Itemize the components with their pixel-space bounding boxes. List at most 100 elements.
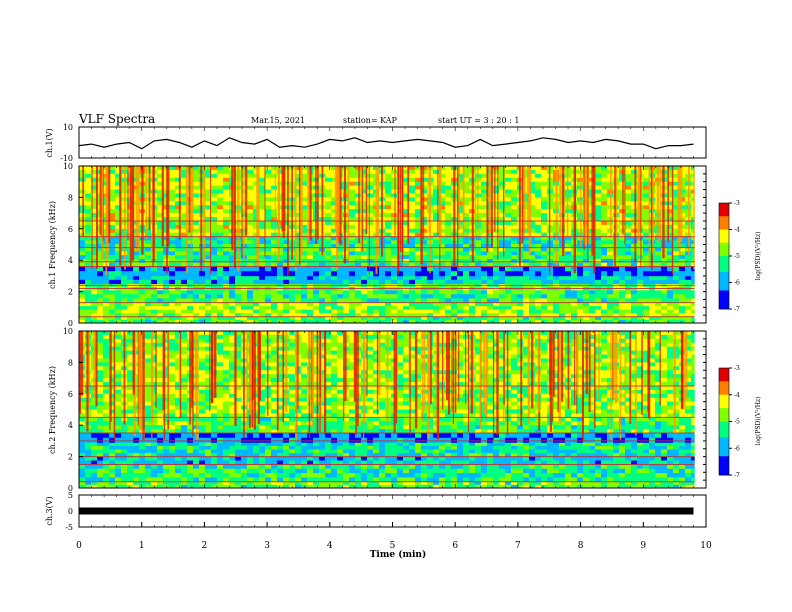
spec1-img-cell xyxy=(439,275,445,281)
spec1-img-cell xyxy=(577,166,583,171)
spec1-img-cell xyxy=(307,294,313,299)
spec1-img-cell xyxy=(319,255,325,260)
spec1-img-cell xyxy=(541,217,547,222)
spec2-img-cell xyxy=(487,481,493,486)
spec1-img-cell xyxy=(643,319,649,324)
spec1-img-cell xyxy=(109,247,115,252)
spec1-img-cell xyxy=(187,309,193,314)
spec2-img-cell xyxy=(223,468,229,474)
spec1-img-cell xyxy=(523,166,529,171)
spec1-img-cell xyxy=(565,266,571,272)
spec1-img-cell xyxy=(265,316,271,321)
spec2-img-cell xyxy=(643,464,649,470)
spec1-img-cell xyxy=(541,294,547,299)
spec1-img-cell xyxy=(619,271,625,277)
spec1-img-cell xyxy=(205,247,211,252)
spec1-img-cell xyxy=(283,201,289,206)
spec1-img-cell xyxy=(283,177,289,182)
spec1-img-cell xyxy=(181,316,187,321)
spec1-img-cell xyxy=(631,294,637,299)
spec1-img-cell xyxy=(667,306,673,310)
spec1-img-cell xyxy=(505,201,511,206)
spec1-img-cell xyxy=(601,228,607,234)
spec1-img-cell xyxy=(397,313,403,318)
spec1-img-cell xyxy=(331,243,337,248)
spec1-img-cell xyxy=(367,213,373,218)
spec1-img-cell xyxy=(283,298,289,303)
spec1-img-cell xyxy=(355,193,361,198)
spec1-img-cell xyxy=(139,313,145,318)
spec1-img-cell xyxy=(355,262,361,267)
spec1-img-cell xyxy=(367,262,373,267)
cb1-grad-step xyxy=(719,256,729,260)
spec1-img-cell xyxy=(511,197,517,202)
spec1-img-cell xyxy=(181,169,187,175)
spec1-img-cell xyxy=(343,306,349,310)
spec1-img-cell xyxy=(91,236,97,241)
spec1-img-cell xyxy=(577,279,583,285)
spec1-img-cell xyxy=(301,294,307,299)
spec1-img-cell xyxy=(385,177,391,182)
cb1-grad-step xyxy=(719,279,729,283)
spec1-img-cell xyxy=(265,213,271,218)
spec1-img-cell xyxy=(667,181,673,186)
spec1-img-cell xyxy=(493,306,499,310)
spec1-img-burst xyxy=(281,166,284,232)
spec2-img-cell xyxy=(655,481,661,486)
spec1-img-cell xyxy=(391,181,397,186)
spec1-img-cell xyxy=(595,240,601,245)
spec1-img-cell xyxy=(481,220,487,226)
spec1-img-cell xyxy=(523,266,529,272)
spec2-img-cell xyxy=(403,473,409,478)
spec1-img-burst xyxy=(277,166,280,263)
spec1-img-cell xyxy=(583,316,589,321)
spec1-img-cell xyxy=(601,294,607,299)
spec1-img-cell xyxy=(205,262,211,267)
spec1-img-cell xyxy=(409,251,415,256)
spec1-img-cell xyxy=(283,220,289,226)
spec1-img-cell xyxy=(649,319,655,324)
spec1-img-cell xyxy=(253,275,259,281)
spec1-img-cell xyxy=(163,205,169,210)
spec1-img-cell xyxy=(595,201,601,206)
spec1-img-cell xyxy=(619,201,625,206)
spec1-img-cell xyxy=(529,232,535,237)
spec1-img-cell xyxy=(415,205,421,210)
spec1-img-cell xyxy=(91,201,97,206)
spec2-img-cell xyxy=(673,484,679,489)
spec1-img-cell xyxy=(643,213,649,218)
spec1-img-cell xyxy=(277,173,283,179)
spec1-img-cell xyxy=(205,275,211,281)
spec1-img-cell xyxy=(433,247,439,252)
spec1-img-cell xyxy=(499,209,505,214)
spec1-img-cell xyxy=(511,205,517,210)
spec2-img-cell xyxy=(505,473,511,478)
spec1-img-cell xyxy=(553,306,559,310)
spec1-img-cell xyxy=(325,217,331,222)
spec1-img-cell xyxy=(367,193,373,198)
spec1-img-cell xyxy=(313,316,319,321)
spec1-img-cell xyxy=(103,294,109,299)
spec1-img-cell xyxy=(361,275,367,281)
spec1-img-cell xyxy=(451,302,457,307)
spec1-img-cell xyxy=(193,217,199,222)
spec1-img-cell xyxy=(415,298,421,303)
spec1-img-cell xyxy=(175,201,181,206)
spec1-img-cell xyxy=(643,279,649,285)
spec2-img-cell xyxy=(607,481,613,486)
spec2-img-cell xyxy=(217,484,223,489)
spec1-img-cell xyxy=(541,209,547,214)
spec1-img-cell xyxy=(259,228,265,234)
spec1-img-cell xyxy=(631,193,637,198)
spec1-img-cell xyxy=(325,319,331,324)
spec1-img-cell xyxy=(145,236,151,241)
spec1-img-cell xyxy=(361,205,367,210)
spec1-img-cell xyxy=(457,228,463,234)
spec1-img-cell xyxy=(667,243,673,248)
spec1-img-cell xyxy=(553,316,559,321)
spec1-img-cell xyxy=(463,232,469,237)
spec1-img-cell xyxy=(145,266,151,272)
spec1-img-cell xyxy=(337,316,343,321)
spec2-img-cell xyxy=(511,468,517,474)
spec1-img-cell xyxy=(529,251,535,256)
